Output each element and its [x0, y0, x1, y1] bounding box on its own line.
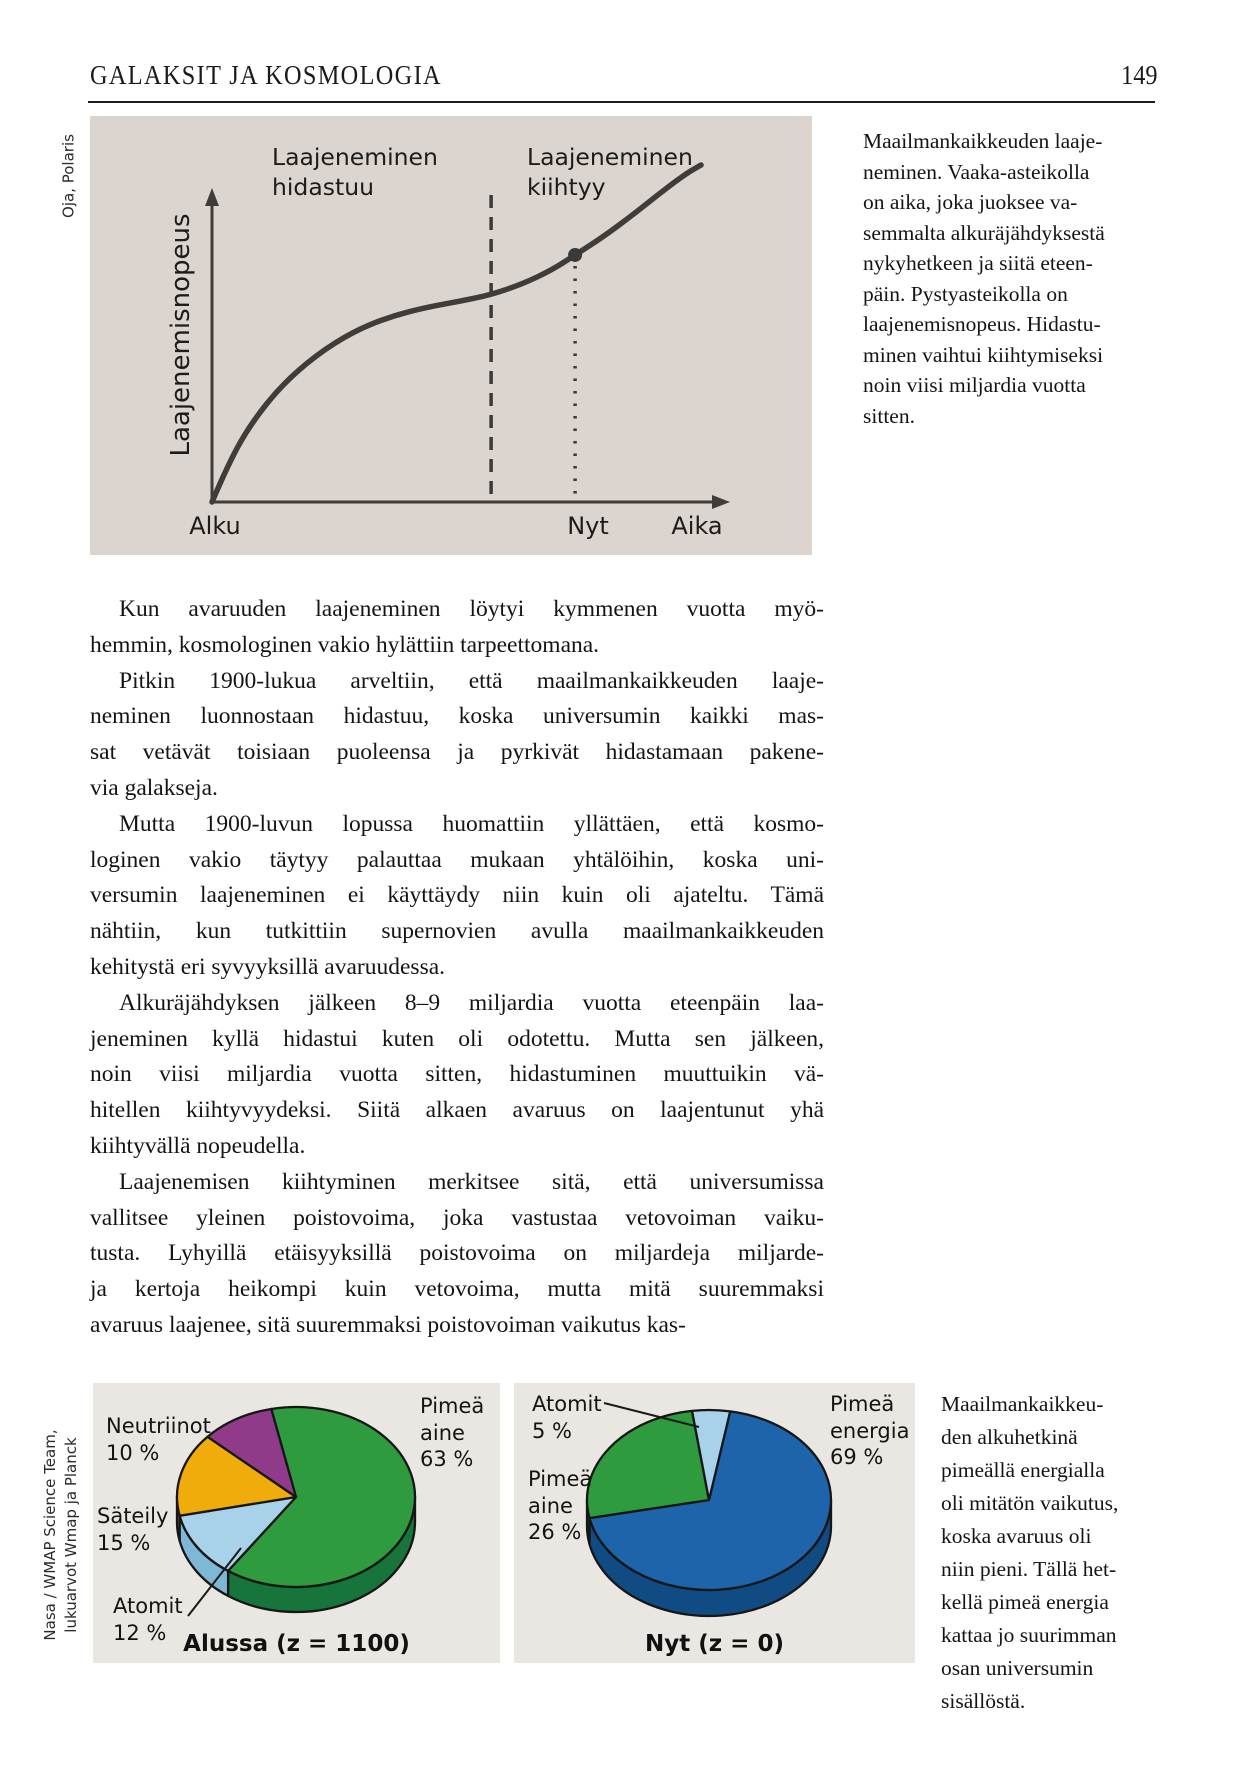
body-line: via galakseja. — [90, 774, 218, 801]
label-dark-matter-left: Pimeä aine 63 % — [420, 1394, 485, 1471]
atoms-leader-line — [187, 1547, 242, 1617]
caption-line: oli mitätön vaikutus, — [941, 1491, 1119, 1515]
caption-line: noin viisi miljardia vuotta — [863, 373, 1086, 397]
now-marker-dot — [568, 247, 583, 262]
caption-line: minen vaihtui kiihtymiseksi — [863, 342, 1104, 367]
caption-line: sitten. — [863, 403, 915, 428]
label-dark-matter-right: Pimeä aine 26 % — [528, 1467, 593, 1544]
pie-nyt-canvas — [585, 1402, 833, 1618]
caption-line: on aika, joka juoksee va- — [863, 190, 1078, 214]
body-line: Alkuräjähdyksen jälkeen 8–9 miljardia vu… — [119, 989, 824, 1016]
body-line: ja kertoja heikompi kuin vetovoima, mutt… — [90, 1276, 824, 1303]
label-atoms-right: Atomit 5 % — [532, 1392, 602, 1443]
pie-title-nyt: Nyt (z = 0) — [645, 1631, 784, 1657]
pie-slice-Pimeä energia — [588, 1410, 833, 1592]
body-text: Kun avaruuden laajeneminen löytyi kymmen… — [90, 592, 824, 1344]
body-line: noin viisi miljardia vuotta sitten, hida… — [90, 1061, 824, 1088]
body-line: nähtiin, kun tutkittiin supernovien avul… — [90, 918, 824, 945]
figure2-caption: Maailmankaikkeu-den alkuhetkinä pimeällä … — [941, 1388, 1181, 1718]
atoms-leader-line — [603, 1402, 700, 1428]
body-line: avaruus laajenee, sitä suuremmaksi poist… — [90, 1311, 686, 1338]
caption-line: sisällöstä. — [941, 1689, 1026, 1713]
caption-line: neminen. Vaaka-asteikolla — [863, 159, 1090, 184]
x-axis-label-aika: Aika — [671, 512, 723, 540]
caption-line: semmalta alkuräjähdyksestä — [863, 220, 1105, 245]
figure2-credit: Nasa / WMAP Science Team, lukuarvot Wmap… — [41, 1429, 80, 1641]
pie-chart-nyt: Atomit 5 % Pimeä aine 26 % Pimeä energia 69 %… — [514, 1383, 915, 1663]
caption-line: Maailmankaikkeu- — [941, 1392, 1104, 1416]
pie-alussa-canvas — [175, 1405, 417, 1617]
figure1-credit: Oja, Polaris — [59, 134, 78, 218]
pie-slice-Atomit — [178, 1495, 298, 1573]
body-line: vallitsee yleinen poistovoima, joka vast… — [90, 1204, 824, 1231]
caption-line: Maailmankaikkeuden laaje- — [863, 129, 1103, 153]
body-line: Mutta 1900-luvun lopussa huomattiin yllä… — [119, 810, 824, 837]
caption-line: koska avaruus oli — [941, 1524, 1092, 1548]
pie-title-alussa: Alussa (z = 1100) — [183, 1631, 410, 1657]
expansion-chart-figure: Laajeneminen hidastuu Laajeneminen kiiht… — [90, 116, 812, 555]
pie-slice-Pimeä aine — [226, 1405, 417, 1589]
caption-line: niin pieni. Tällä het- — [941, 1557, 1117, 1581]
pie-slice-Neutriinot — [206, 1407, 298, 1499]
caption-line: kattaa jo suurimman — [941, 1623, 1117, 1647]
expansion-curve — [209, 162, 704, 505]
x-axis-arrow — [712, 495, 730, 509]
caption-line: kellä pimeä energia — [941, 1590, 1109, 1614]
pie-slice-Pimeä aine — [585, 1409, 711, 1520]
caption-line: päin. Pystyasteikolla on — [863, 281, 1068, 306]
body-line: neminen luonnostaan hidastuu, koska univ… — [90, 703, 824, 730]
label-atoms-left: Atomit 12 % — [113, 1594, 183, 1645]
body-line: versumin laajeneminen ei käyttäydy niin … — [90, 882, 824, 909]
pie-slice-Atomit — [690, 1408, 732, 1502]
x-tick-nyt: Nyt — [567, 512, 609, 540]
body-line: hemmin, kosmologinen vakio hylättiin tar… — [90, 631, 600, 658]
caption-line: nykyhetkeen ja siitä eteen- — [863, 251, 1093, 275]
body-line: Kun avaruuden laajeneminen löytyi kymmen… — [119, 596, 824, 622]
body-line: kiihtyvällä nopeudella. — [90, 1132, 306, 1159]
pie-slice-Säteily — [175, 1435, 298, 1517]
page-number: 149 — [1120, 60, 1157, 90]
annotation-accelerating: Laajeneminen kiihtyy — [527, 143, 693, 201]
body-line: Laajenemisen kiihtyminen merkitsee sitä,… — [119, 1168, 824, 1195]
body-line: sat vetävät toisiaan puoleensa ja pyrkiv… — [90, 739, 824, 766]
expansion-chart-canvas — [205, 162, 730, 509]
caption-line: pimeällä energialla — [941, 1458, 1105, 1482]
label-neutrinos: Neutriinot 10 % — [106, 1414, 211, 1465]
caption-line: laajenemisnopeus. Hidastu- — [863, 312, 1101, 336]
figure1-caption: Maailmankaikkeuden laaje-neminen. Vaaka-… — [863, 126, 1168, 431]
label-radiation: Säteily 15 % — [97, 1504, 169, 1555]
caption-line: den alkuhetkinä — [941, 1425, 1078, 1449]
y-axis-arrow — [205, 188, 219, 206]
body-line: loginen vakio täytyy palauttaa mukaan yh… — [90, 846, 824, 873]
caption-line: osan universumin — [941, 1656, 1094, 1680]
body-line: kehitystä eri syvyyksillä avaruudessa. — [90, 953, 446, 980]
label-dark-energy: Pimeä energia 69 % — [830, 1392, 910, 1469]
pie-chart-alussa: Neutriinot 10 % Pimeä aine 63 % Säteily 15 %… — [93, 1383, 500, 1663]
body-line: Pitkin 1900-lukua arveltiin, että maailm… — [119, 667, 824, 694]
body-line: tusta. Lyhyillä etäisyyksillä poistovoim… — [90, 1240, 824, 1267]
page-title: GALAKSIT JA KOSMOLOGIA — [90, 60, 442, 90]
annotation-slowing: Laajeneminen hidastuu — [272, 143, 438, 201]
header-rule — [88, 101, 1155, 103]
y-axis-label: Laajenemisnopeus — [166, 213, 196, 457]
x-tick-alku: Alku — [189, 512, 241, 540]
body-line: jeneminen kyllä hidastui kuten oli odote… — [90, 1025, 824, 1052]
body-line: hitellen kiihtyvyydeksi. Siitä alkaen av… — [90, 1097, 824, 1124]
